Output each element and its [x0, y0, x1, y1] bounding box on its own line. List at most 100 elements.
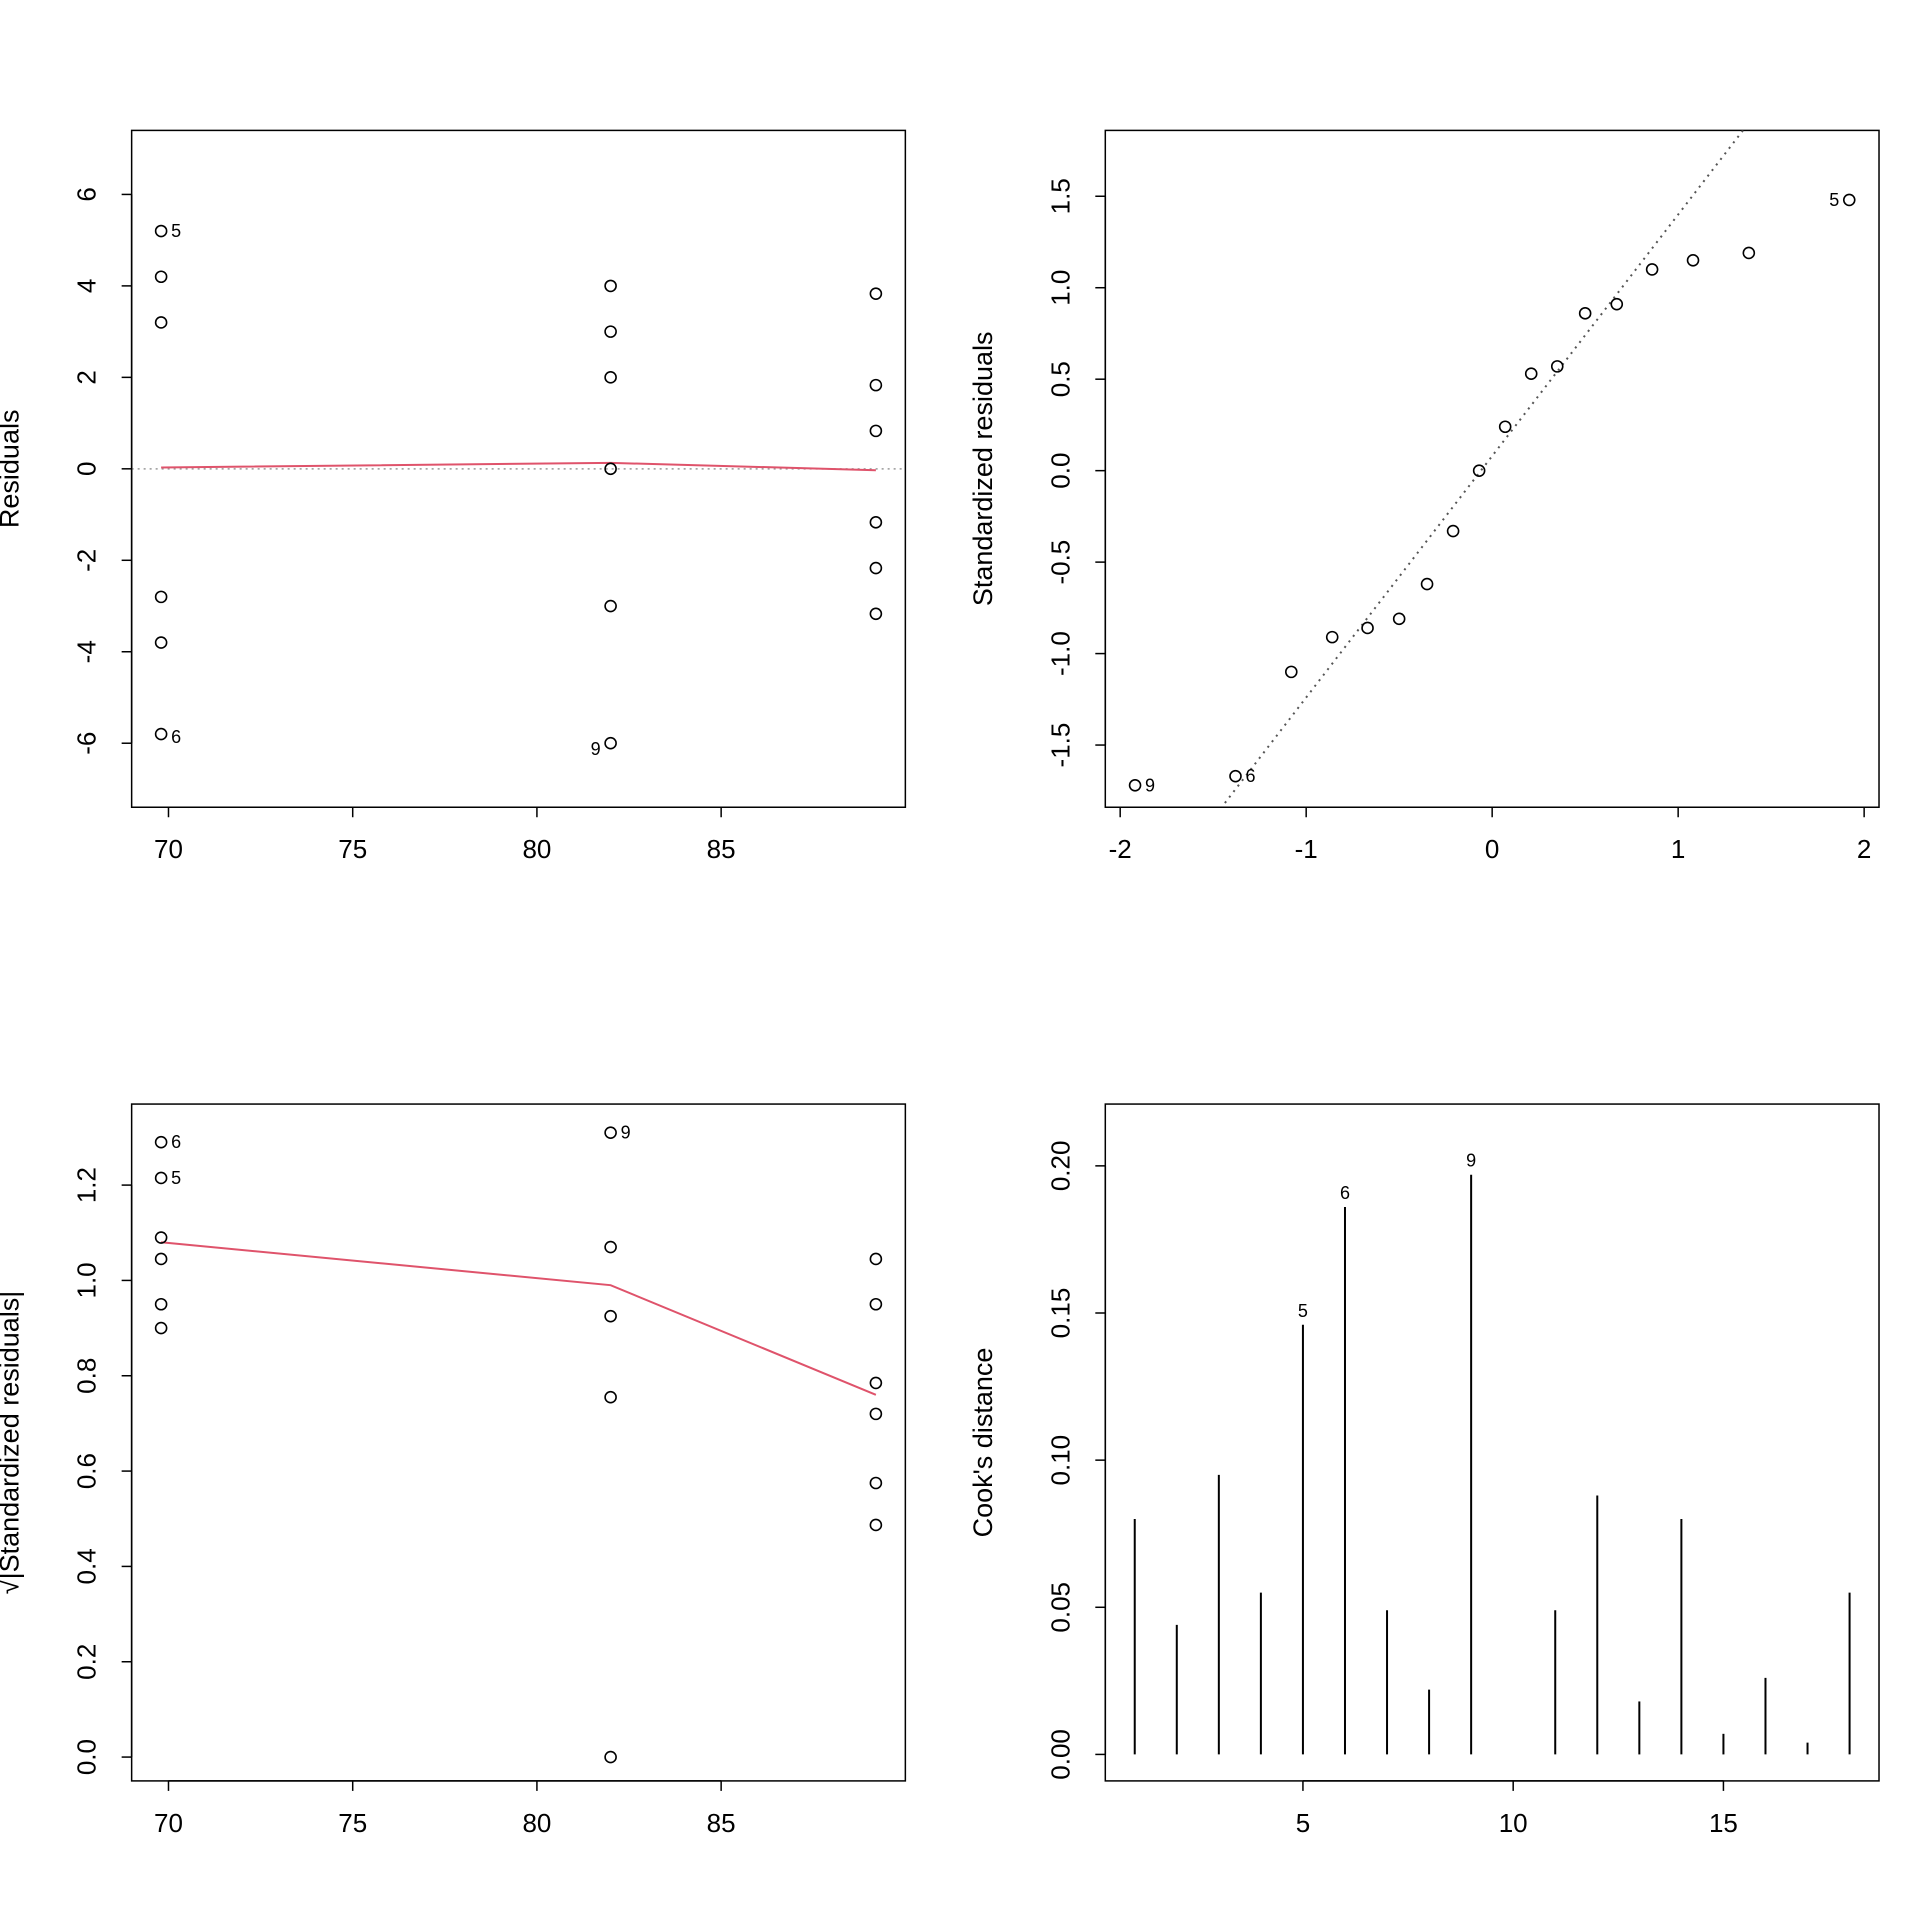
data-point [604, 736, 617, 750]
data-point [869, 287, 883, 300]
plot-area [154, 1126, 883, 1764]
data-point [154, 590, 168, 604]
y-tick-label: 6 [72, 187, 102, 201]
y-tick-label: 1.0 [1045, 270, 1075, 306]
data-point [1524, 367, 1538, 380]
data-point [869, 1407, 883, 1421]
data-point [1472, 464, 1486, 477]
x-tick-label: 75 [338, 834, 367, 864]
qq-reference-line [1220, 130, 1745, 808]
data-point [1325, 630, 1339, 644]
y-tick-label: -1.0 [1045, 631, 1075, 676]
x-tick-label: 75 [338, 1808, 367, 1838]
y-axis-label: Cook's distance [968, 1348, 998, 1538]
plot-area [131, 224, 906, 750]
data-point [154, 1297, 168, 1311]
data-point [869, 561, 883, 575]
y-tick-label: -4 [72, 640, 102, 663]
y-tick-label: 0.6 [72, 1453, 102, 1489]
cook-bar-label: 9 [1466, 1151, 1476, 1171]
cook-bar-label: 6 [1340, 1183, 1350, 1203]
y-tick-label: 0.10 [1045, 1435, 1075, 1486]
point-label: 6 [1245, 766, 1255, 786]
y-axis-label: Residuals [0, 410, 24, 529]
data-point [154, 636, 168, 649]
x-tick-label: 80 [522, 834, 551, 864]
x-tick-label: 85 [707, 834, 736, 864]
data-point [869, 424, 883, 438]
panel-rvf: 70 75 80 85 -6 -4 -2 0 2 4 6 Residuals 5 6 9 [0, 129, 907, 864]
data-point [1392, 612, 1406, 626]
data-point [1498, 420, 1512, 434]
y-tick-label: 0.5 [1045, 361, 1075, 397]
data-point [154, 1171, 168, 1185]
data-point [869, 1376, 883, 1390]
plot-frame [1104, 1103, 1880, 1782]
y-tick-label: 0.2 [72, 1644, 102, 1680]
data-point [1361, 621, 1374, 635]
point-label: 9 [591, 739, 601, 759]
data-point [604, 462, 617, 476]
data-point [604, 1390, 617, 1404]
x-tick-label: 2 [1857, 834, 1871, 864]
data-point [1550, 360, 1564, 373]
data-point [1229, 769, 1242, 783]
data-point [869, 1476, 883, 1490]
y-tick-label: -1.5 [1045, 723, 1075, 768]
y-tick-label: 0.0 [1045, 453, 1075, 489]
y-tick-label: 0.4 [72, 1548, 102, 1584]
data-point [604, 1240, 617, 1254]
plot-frame [130, 1103, 907, 1782]
data-point [154, 727, 168, 741]
data-point [604, 279, 617, 293]
data-point [154, 1321, 168, 1335]
y-axis-label-text: Residuals [0, 410, 24, 529]
x-tick-label: 70 [154, 1808, 183, 1838]
data-point [1686, 253, 1700, 267]
data-point [154, 1231, 168, 1244]
point-label: 6 [171, 1132, 181, 1152]
x-tick-label: 5 [1296, 1808, 1310, 1838]
plot-frame [1104, 129, 1880, 808]
data-point [1610, 297, 1624, 311]
y-axis-label-sqrt: √ [0, 1579, 24, 1594]
x-tick-label: 70 [154, 834, 183, 864]
panel-sl: 70 75 80 85 0.0 0.2 0.4 0.6 0.8 1.0 1.2 √|Standardi… [0, 1103, 907, 1838]
data-point [154, 1135, 168, 1149]
panel-qq: -2 -1 0 1 2 -1.5 -1.0 -0.5 0.0 0.5 1.0 1.5 Standardi… [968, 129, 1880, 864]
data-point [869, 1297, 883, 1311]
x-tick-label: 15 [1709, 1808, 1738, 1838]
data-point [154, 270, 168, 284]
data-point [1842, 193, 1856, 207]
data-point [1128, 778, 1142, 792]
plot-frame [130, 129, 907, 808]
panel-cook: 5 10 15 0.00 0.05 0.10 0.15 0.20 Cook's distance… [968, 1103, 1880, 1838]
y-tick-label: 1.0 [72, 1262, 102, 1298]
y-tick-label: 0.05 [1045, 1582, 1075, 1633]
data-point [869, 607, 883, 621]
point-label: 6 [171, 727, 181, 747]
point-label: 5 [171, 1168, 181, 1188]
x-tick-label: 1 [1671, 834, 1685, 864]
y-axis-label-text: |Standardized residuals| [0, 1291, 24, 1580]
data-point [1742, 246, 1756, 260]
data-point [604, 325, 617, 338]
data-point [1284, 665, 1298, 679]
y-tick-label: 0.8 [72, 1358, 102, 1394]
data-point [1578, 307, 1592, 320]
data-point [154, 316, 168, 329]
data-point [1420, 577, 1434, 591]
data-point [869, 1518, 883, 1532]
y-tick-label: 1.2 [72, 1167, 102, 1203]
y-tick-label: -0.5 [1045, 540, 1075, 585]
smoother-line [161, 1241, 877, 1396]
data-point [1446, 524, 1460, 538]
x-tick-label: 10 [1499, 1808, 1528, 1838]
y-tick-label: 0 [72, 462, 102, 476]
x-tick-label: -2 [1109, 834, 1132, 864]
point-label: 9 [1145, 775, 1155, 795]
y-tick-label: 0.15 [1045, 1288, 1075, 1339]
y-tick-label: 0.0 [72, 1739, 102, 1775]
data-point [604, 599, 617, 613]
data-point [604, 1309, 617, 1323]
